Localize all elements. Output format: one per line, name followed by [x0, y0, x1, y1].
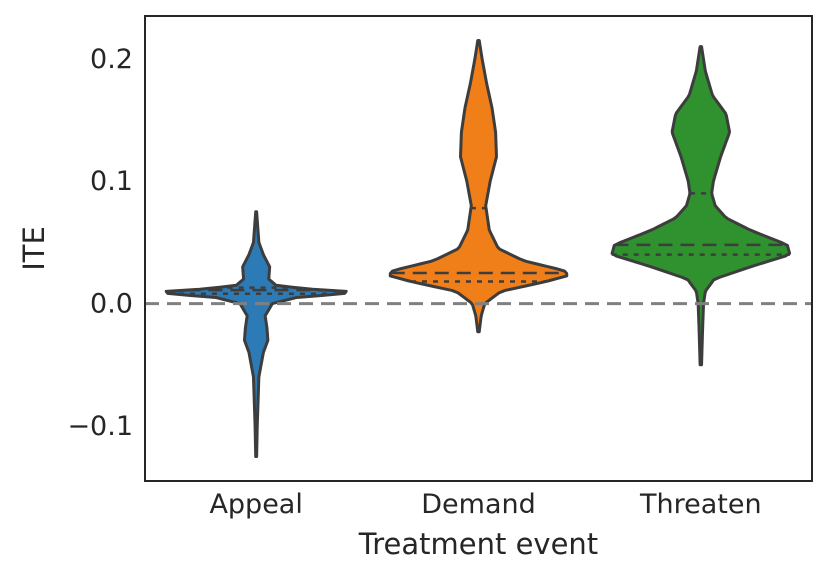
x-axis-ticks: Appeal Demand Threaten: [209, 489, 761, 520]
y-tick-label: 0.2: [90, 44, 133, 75]
y-axis-label: ITE: [17, 226, 51, 271]
x-tick-label-demand: Demand: [421, 489, 536, 520]
violin-threaten: [610, 45, 792, 367]
y-tick-label: 0.1: [90, 166, 133, 197]
y-tick-label: −0.1: [67, 411, 133, 442]
y-tick-label: 0.0: [90, 289, 133, 320]
plot-frame: [144, 15, 813, 482]
y-axis-ticks: 0.2 0.1 0.0 −0.1: [67, 44, 133, 442]
violin-appeal: [164, 210, 348, 459]
x-axis-label: Treatment event: [358, 527, 598, 561]
violins-layer: [164, 38, 792, 459]
violin-demand: [388, 38, 569, 334]
x-tick-label-appeal: Appeal: [209, 489, 302, 520]
x-tick-label-threaten: Threaten: [639, 489, 762, 520]
